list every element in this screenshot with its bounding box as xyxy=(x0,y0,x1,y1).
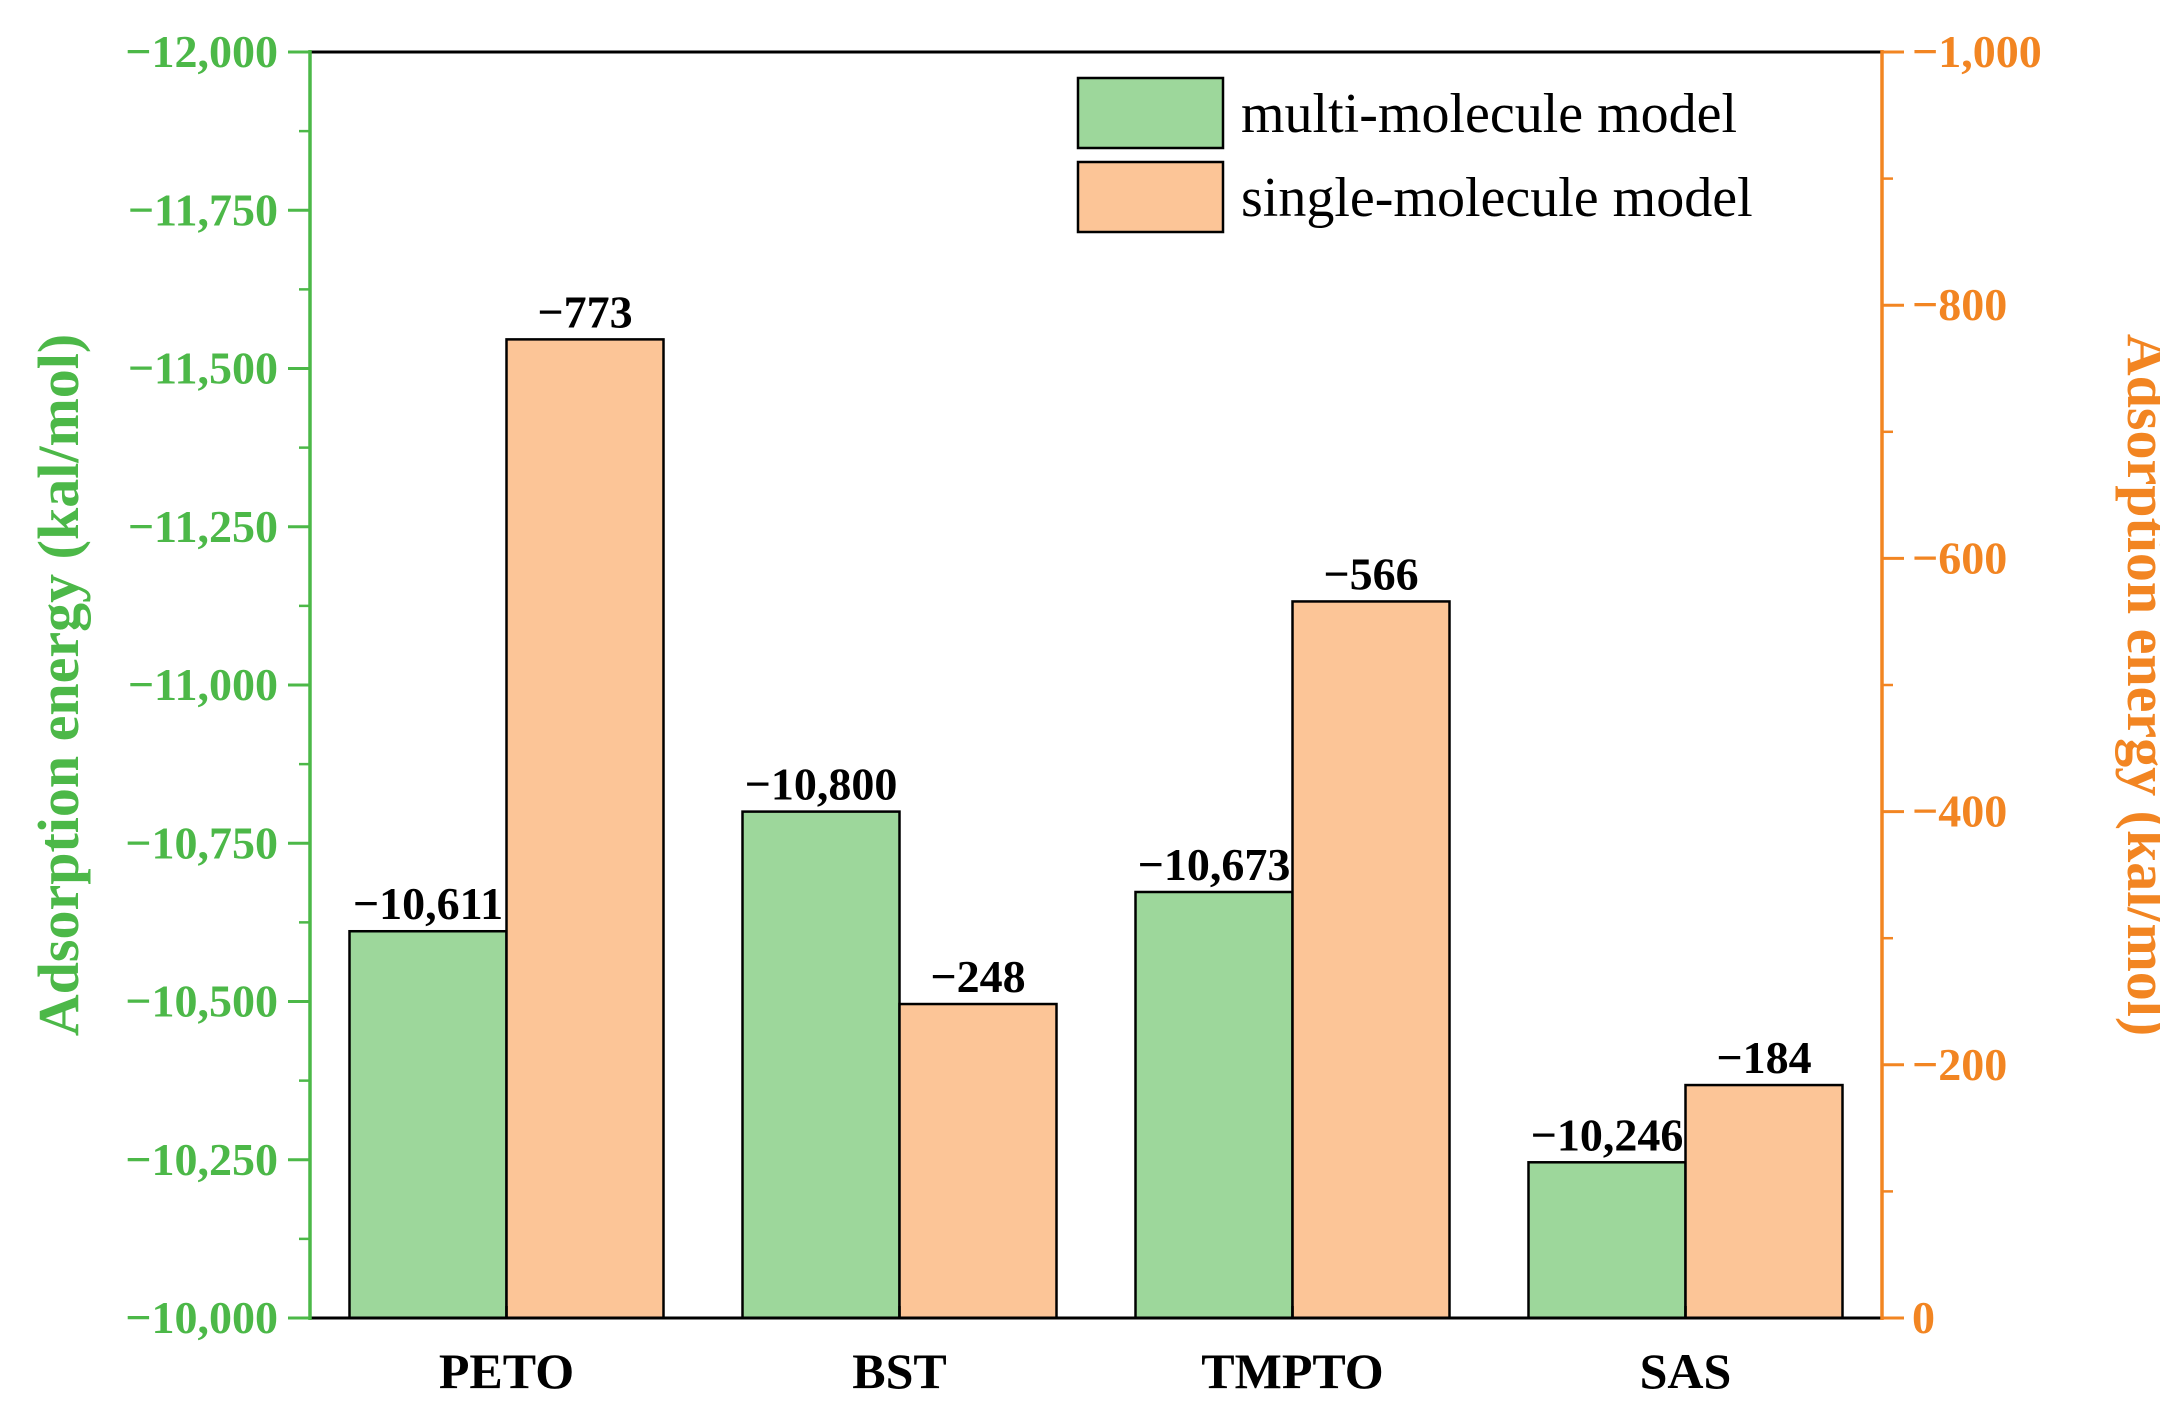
data-label-right-peto: −773 xyxy=(537,286,632,337)
data-label-left-tmpto: −10,673 xyxy=(1138,839,1291,890)
legend-swatch-right xyxy=(1076,160,1225,234)
data-label-right-bst: −248 xyxy=(930,951,1025,1002)
left-tick-label: −11,000 xyxy=(128,659,278,710)
right-tick-label: 0 xyxy=(1912,1292,1935,1343)
bar-right-tmpto xyxy=(1291,600,1451,1320)
bar-left-bst xyxy=(741,810,901,1320)
right-tick-label: −200 xyxy=(1912,1039,2007,1090)
left-tick-label: −12,000 xyxy=(125,26,278,77)
left-tick-label: −10,250 xyxy=(125,1134,278,1185)
bar-right-peto xyxy=(505,338,665,1320)
bar-left-peto xyxy=(348,929,508,1320)
right-tick-label: −600 xyxy=(1912,532,2007,583)
data-label-right-tmpto: −566 xyxy=(1323,548,1418,599)
x-tick-label-bst: BST xyxy=(852,1343,947,1399)
right-axis-title: Adsorption energy (kal/mol) xyxy=(2115,334,2160,1036)
labels-layer: −10,611 −773 PETO −10,800 −248 BST −10,673 −566… xyxy=(353,286,1812,1399)
left-tick-label: −11,250 xyxy=(128,501,278,552)
left-tick-label: −10,000 xyxy=(125,1292,278,1343)
bar-left-sas xyxy=(1527,1161,1687,1320)
legend-swatch-left xyxy=(1076,76,1225,150)
data-label-left-bst: −10,800 xyxy=(745,759,898,810)
x-tick-label-sas: SAS xyxy=(1640,1343,1732,1399)
x-tick-label-tmpto: TMPTO xyxy=(1201,1343,1383,1399)
data-label-left-peto: −10,611 xyxy=(353,878,503,929)
axes-layer: −10,000 −10,250 −10,500 −10,750 −11,000 −11,2… xyxy=(26,26,2160,1343)
left-tick-label: −10,750 xyxy=(125,817,278,868)
left-tick-label: −11,750 xyxy=(128,184,278,235)
legend-label-right: single-molecule model xyxy=(1241,167,1753,229)
x-tick-label-peto: PETO xyxy=(439,1343,574,1399)
data-label-right-sas: −184 xyxy=(1716,1032,1811,1083)
legend-label-left: multi-molecule model xyxy=(1241,83,1737,145)
left-tick-label: −11,500 xyxy=(128,343,278,394)
bar-left-tmpto xyxy=(1134,890,1294,1320)
left-tick-label: −10,500 xyxy=(125,976,278,1027)
right-tick-label: −400 xyxy=(1912,786,2007,837)
legend: multi-molecule model single-molecule mode… xyxy=(1076,76,1753,234)
bar-right-bst xyxy=(898,1002,1058,1320)
data-label-left-sas: −10,246 xyxy=(1531,1109,1684,1160)
left-axis-title: Adsorption energy (kal/mol) xyxy=(26,334,91,1036)
right-tick-label: −800 xyxy=(1912,279,2007,330)
bar-right-sas xyxy=(1684,1083,1844,1320)
right-tick-label: −1,000 xyxy=(1912,26,2042,77)
bars-layer xyxy=(348,338,1844,1320)
